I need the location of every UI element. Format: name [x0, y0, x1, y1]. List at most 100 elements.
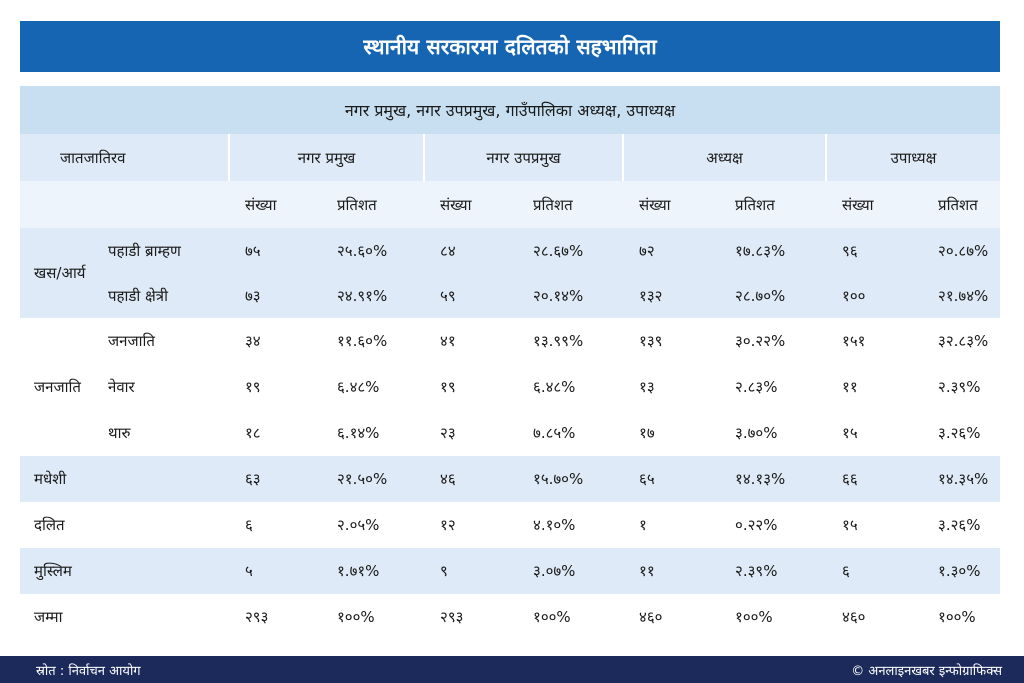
- table-subheader-row: संख्या प्रतिशत संख्या प्रतिशत संख्या प्र…: [20, 181, 1001, 228]
- table-row: जनजाति जनजाति ३४ ११.६०% ४१ १३.९९% १३९ ३०…: [20, 318, 1001, 456]
- value-cell: ९६: [826, 228, 915, 273]
- value-cell: ३.०७%: [509, 548, 624, 594]
- participation-table: जातजातिरव नगर प्रमुख नगर उपप्रमुख अध्यक्…: [20, 134, 1001, 640]
- value-cell: ६.४८%: [313, 364, 425, 410]
- value-cell: २.३९%: [914, 364, 1001, 410]
- count-header: संख्या: [229, 181, 313, 228]
- value-cell: १००: [826, 273, 915, 318]
- value-cell: ७२: [623, 228, 712, 273]
- value-cell: ११: [623, 548, 712, 594]
- value-cell: ४६०: [623, 594, 712, 640]
- value-cell: १००%: [313, 594, 425, 640]
- table-row: मुस्लिम ५ १.७१% ९ ३.०७% ११ २.३९% ६ १.३०%: [20, 548, 1001, 594]
- value-cell: ६६: [826, 456, 915, 502]
- value-cell: १४.१३%: [711, 456, 827, 502]
- table-row: दलित ६ २.०५% १२ ४.१०% १ ०.२२% १५ ३.२६%: [20, 502, 1001, 548]
- value-cell: १३: [623, 364, 712, 410]
- percent-header: प्रतिशत: [509, 181, 624, 228]
- table-subtitle: नगर प्रमुख, नगर उपप्रमुख, गाउँपालिका अध्…: [20, 86, 1000, 134]
- value-cell: १४.३५%: [914, 456, 1001, 502]
- category-label: खस/आर्य: [20, 228, 108, 318]
- value-cell: ६: [826, 548, 915, 594]
- table-header-row: जातजातिरव नगर प्रमुख नगर उपप्रमुख अध्यक्…: [20, 134, 1001, 181]
- table-row: मधेशी ६३ २१.५०% ४६ १५.७०% ६५ १४.१३% ६६ १…: [20, 456, 1001, 502]
- value-cell: २.०५%: [313, 502, 425, 548]
- value-cell: ३.२६%: [914, 502, 1001, 548]
- value-cell: १००%: [711, 594, 827, 640]
- value-cell: ३.२६%: [914, 410, 1001, 456]
- header-chair: अध्यक्ष: [622, 134, 827, 181]
- category-label: मधेशी: [20, 456, 229, 502]
- header-mayor: नगर प्रमुख: [227, 134, 425, 181]
- percent-header: प्रतिशत: [711, 181, 827, 228]
- value-cell: ३.७०%: [711, 410, 827, 456]
- value-cell: १००%: [914, 594, 1001, 640]
- count-header: संख्या: [424, 181, 510, 228]
- value-cell: ९: [424, 548, 510, 594]
- value-cell: ४६०: [826, 594, 915, 640]
- value-cell: २५.६०%: [313, 228, 425, 273]
- value-cell: १५.७०%: [509, 456, 624, 502]
- value-cell: २०.८७%: [914, 228, 1001, 273]
- value-cell: ४६: [424, 456, 510, 502]
- value-cell: २८.७०%: [711, 273, 827, 318]
- value-cell: १.७१%: [313, 548, 425, 594]
- value-cell: १५: [826, 410, 915, 456]
- value-cell: २.३९%: [711, 548, 827, 594]
- value-cell: ६.१४%: [313, 410, 425, 456]
- value-cell: ६३: [229, 456, 313, 502]
- credit-note: © अनलाइनखबर इन्फोग्राफिक्स: [851, 664, 1002, 679]
- value-cell: १९: [229, 364, 313, 410]
- value-cell: १३२: [623, 273, 712, 318]
- value-cell: १७.८३%: [711, 228, 827, 273]
- count-header: संख्या: [826, 181, 915, 228]
- subcategory-label: पहाडी ब्राम्हण: [108, 228, 229, 273]
- table-total-row: जम्मा २९३ १००% २९३ १००% ४६० १००% ४६० १००…: [20, 594, 1001, 640]
- page-title: स्थानीय सरकारमा दलितको सहभागिता: [20, 21, 1000, 72]
- value-cell: २०.१४%: [509, 273, 624, 318]
- value-cell: ६.४८%: [509, 364, 624, 410]
- value-cell: १५: [826, 502, 915, 548]
- value-cell: ५९: [424, 273, 510, 318]
- value-cell: ७५: [229, 228, 313, 273]
- percent-header: प्रतिशत: [914, 181, 1001, 228]
- value-cell: २९३: [229, 594, 313, 640]
- value-cell: ६: [229, 502, 313, 548]
- footer-bar: स्रोत : निर्वाचन आयोग © अनलाइनखबर इन्फोग…: [0, 656, 1024, 683]
- value-cell: १९: [424, 364, 510, 410]
- value-cell: ०.२२%: [711, 502, 827, 548]
- value-cell: १३९: [623, 318, 712, 364]
- value-cell: ६५: [623, 456, 712, 502]
- value-cell: ८४: [424, 228, 510, 273]
- value-cell: १.३०%: [914, 548, 1001, 594]
- category-label: जनजाति: [20, 318, 108, 456]
- value-cell: ११: [826, 364, 915, 410]
- value-cell: २१.५०%: [313, 456, 425, 502]
- subcategory-label: जनजाति: [108, 318, 229, 364]
- value-cell: १८: [229, 410, 313, 456]
- value-cell: २१.७४%: [914, 273, 1001, 318]
- table-row: खस/आर्य पहाडी ब्राम्हण ७५ २५.६०% ८४ २८.६…: [20, 228, 1001, 318]
- value-cell: १७: [623, 410, 712, 456]
- count-header: संख्या: [623, 181, 712, 228]
- value-cell: ११.६०%: [313, 318, 425, 364]
- subcategory-label: पहाडी क्षेत्री: [108, 273, 229, 318]
- value-cell: १५१: [826, 318, 915, 364]
- table-row: थारु १८ ६.१४% २३ ७.८५% १७ ३.७०% १५ ३.२६%: [20, 410, 1001, 456]
- value-cell: ३४: [229, 318, 313, 364]
- source-note: स्रोत : निर्वाचन आयोग: [36, 664, 141, 679]
- table-row: पहाडी क्षेत्री ७३ २४.९१% ५९ २०.१४% १३२ २…: [20, 273, 1001, 318]
- percent-header: प्रतिशत: [313, 181, 425, 228]
- value-cell: १००%: [509, 594, 624, 640]
- subcategory-label: थारु: [108, 410, 229, 456]
- value-cell: १: [623, 502, 712, 548]
- value-cell: ७३: [229, 273, 313, 318]
- value-cell: १२: [424, 502, 510, 548]
- value-cell: ५: [229, 548, 313, 594]
- header-vice-chair: उपाध्यक्ष: [825, 134, 1001, 181]
- value-cell: २८.६७%: [509, 228, 624, 273]
- table-row: नेवार १९ ६.४८% १९ ६.४८% १३ २.८३% ११ २.३९…: [20, 364, 1001, 410]
- header-deputy-mayor: नगर उपप्रमुख: [423, 134, 624, 181]
- value-cell: ३२.८३%: [914, 318, 1001, 364]
- value-cell: १३.९९%: [509, 318, 624, 364]
